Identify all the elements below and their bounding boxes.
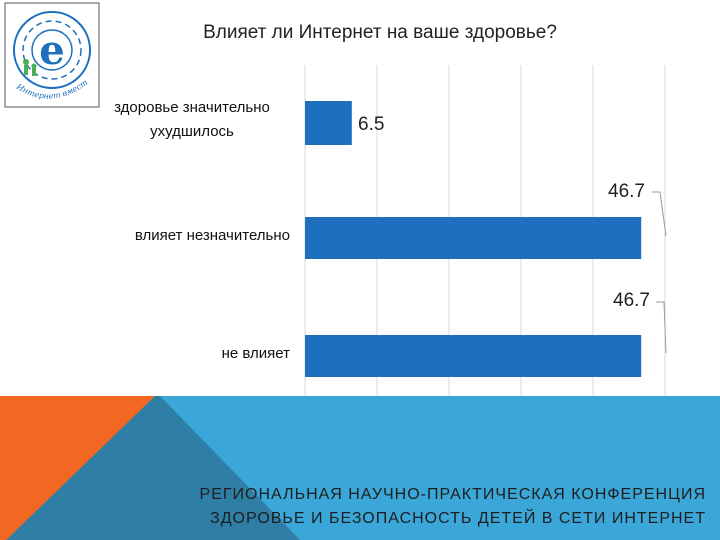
svg-text:e: e <box>39 27 64 74</box>
children-figures-icon <box>23 59 37 76</box>
bar <box>305 101 352 145</box>
category-label: не влияет <box>222 345 291 362</box>
data-label: 46.7 <box>608 181 645 202</box>
e-logo-icon: e <box>39 27 64 74</box>
bar <box>305 335 642 377</box>
leader-line <box>652 191 667 237</box>
leader-line <box>656 301 667 354</box>
chart-title: Влияет ли Интернет на ваше здоровье? <box>203 22 557 43</box>
category-label: влияет незначительно <box>135 227 290 244</box>
bar <box>305 217 642 259</box>
data-label: 46.7 <box>613 290 650 311</box>
footer-line-1: РЕГИОНАЛЬНАЯ НАУЧНО-ПРАКТИЧЕСКАЯ КОНФЕРЕ… <box>199 486 706 503</box>
category-label: здоровье значительно <box>114 99 270 116</box>
data-label: 6.5 <box>358 114 384 135</box>
category-label: ухудшилось <box>150 123 234 140</box>
conference-logo: e Интернет вместе вместе <box>4 2 100 108</box>
footer-line-2: ЗДОРОВЬЕ И БЕЗОПАСНОСТЬ ДЕТЕЙ В СЕТИ ИНТ… <box>210 510 706 527</box>
footer-banner <box>0 396 720 540</box>
